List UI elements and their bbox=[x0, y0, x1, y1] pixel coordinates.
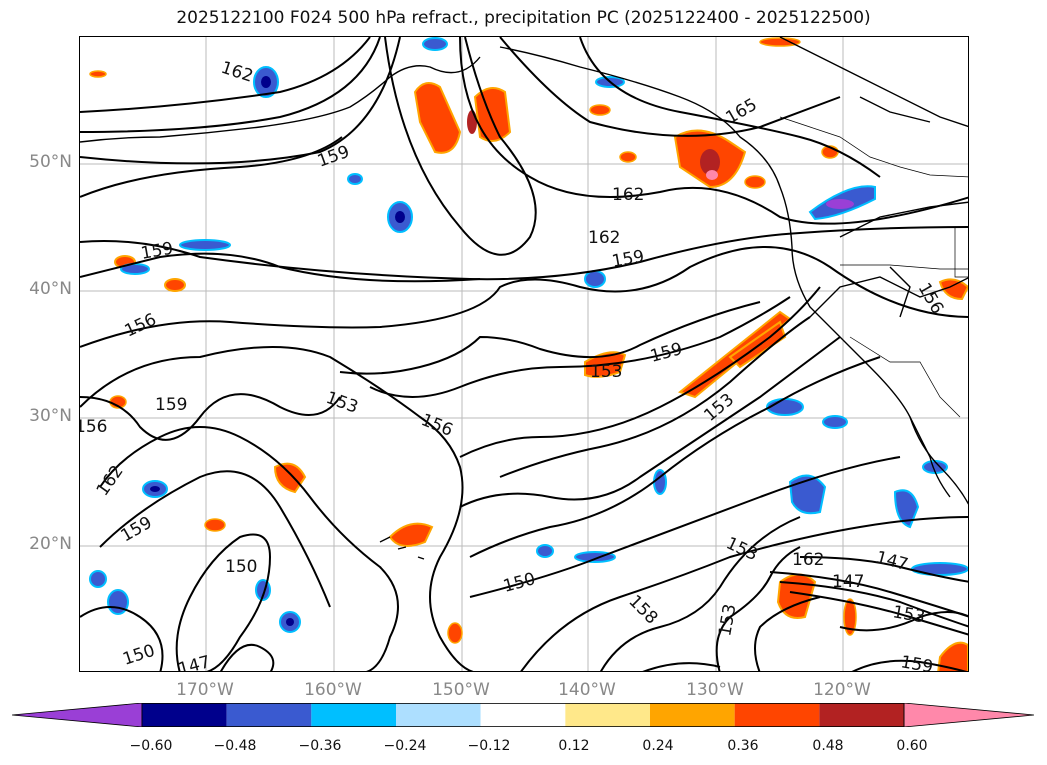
map-title: 2025122100 F024 500 hPa refract., precip… bbox=[176, 8, 871, 28]
colorbar-segment bbox=[565, 703, 650, 727]
refractivity-contours bbox=[80, 37, 968, 671]
colorbar-tick-label: 0.12 bbox=[558, 738, 590, 754]
colorbar-segment bbox=[480, 703, 566, 727]
colorbar-tick-label: −0.36 bbox=[298, 738, 342, 754]
colorbar-segment bbox=[734, 703, 820, 727]
contour-label: 158 bbox=[624, 591, 661, 628]
lon-label-150w: 150°W bbox=[432, 680, 490, 700]
contour-label: 153 bbox=[723, 533, 761, 565]
lat-label-50n: 50°N bbox=[29, 152, 72, 172]
colorbar-tick-label: −0.60 bbox=[129, 738, 173, 754]
contour-label: 162 bbox=[588, 228, 620, 248]
colorbar-tick-label: 0.60 bbox=[896, 738, 928, 754]
contour-label: 147 bbox=[176, 652, 213, 672]
contour-label: 156 bbox=[122, 310, 160, 342]
colorbar-segment bbox=[819, 703, 904, 727]
contour-labels: 162 159 162 165 162 159 159 156 156 159 … bbox=[80, 58, 947, 672]
contour-label: 162 bbox=[792, 550, 824, 570]
colorbar-segment bbox=[311, 703, 396, 727]
lon-label-170w: 170°W bbox=[176, 680, 234, 700]
colorbar-tick-label: −0.12 bbox=[467, 738, 511, 754]
map-canvas: 162 159 162 165 162 159 159 156 156 159 … bbox=[80, 37, 968, 672]
contour-label: 159 bbox=[155, 395, 187, 415]
contour-label: 159 bbox=[118, 513, 156, 547]
lon-label-140w: 140°W bbox=[558, 680, 616, 700]
contour-label: 159 bbox=[899, 652, 934, 672]
contour-label: 159 bbox=[315, 142, 352, 172]
contour-label: 153 bbox=[323, 388, 360, 418]
colorbar-tick-label: −0.24 bbox=[383, 738, 427, 754]
contour-label: 156 bbox=[80, 417, 107, 437]
precip-negative-areas bbox=[89, 37, 968, 633]
contour-label: 150 bbox=[225, 557, 257, 577]
colorbar-tick-label: 0.36 bbox=[727, 738, 759, 754]
contour-label: 156 bbox=[418, 410, 456, 441]
contour-label: 153 bbox=[590, 362, 622, 382]
contour-label: 162 bbox=[93, 462, 128, 500]
colorbar-tick-label: −0.48 bbox=[213, 738, 257, 754]
borders bbox=[779, 116, 968, 418]
colorbar-extend-high bbox=[903, 703, 1034, 727]
lon-label-130w: 130°W bbox=[686, 680, 744, 700]
colorbar bbox=[12, 703, 1034, 727]
coastlines bbox=[80, 37, 968, 560]
contour-label: 150 bbox=[501, 569, 538, 597]
colorbar-segment bbox=[396, 703, 481, 727]
colorbar-segment bbox=[142, 703, 227, 727]
lat-label-40n: 40°N bbox=[29, 279, 72, 299]
contour-label: 147 bbox=[874, 548, 911, 576]
colorbar-frame bbox=[141, 703, 905, 727]
lon-label-160w: 160°W bbox=[304, 680, 362, 700]
contour-label: 150 bbox=[120, 641, 157, 670]
colorbar-segment bbox=[650, 703, 735, 727]
contour-label: 162 bbox=[218, 58, 255, 87]
contour-label: 159 bbox=[648, 339, 685, 367]
colorbar-tick-label: 0.24 bbox=[642, 738, 674, 754]
colorbar-segment bbox=[226, 703, 312, 727]
contour-label: 153 bbox=[700, 390, 738, 426]
colorbar-tick-label: 0.48 bbox=[812, 738, 844, 754]
map-plot-area: 162 159 162 165 162 159 159 156 156 159 … bbox=[79, 36, 969, 672]
contour-label: 147 bbox=[832, 572, 864, 592]
contour-label: 153 bbox=[715, 602, 740, 637]
contour-label: 159 bbox=[139, 239, 174, 264]
lon-label-120w: 120°W bbox=[813, 680, 871, 700]
lat-label-20n: 20°N bbox=[29, 534, 72, 554]
contour-label: 162 bbox=[612, 185, 644, 205]
lat-label-30n: 30°N bbox=[29, 406, 72, 426]
contour-label: 153 bbox=[891, 602, 926, 627]
contour-label: 159 bbox=[610, 247, 645, 272]
colorbar-extend-low bbox=[12, 703, 143, 727]
